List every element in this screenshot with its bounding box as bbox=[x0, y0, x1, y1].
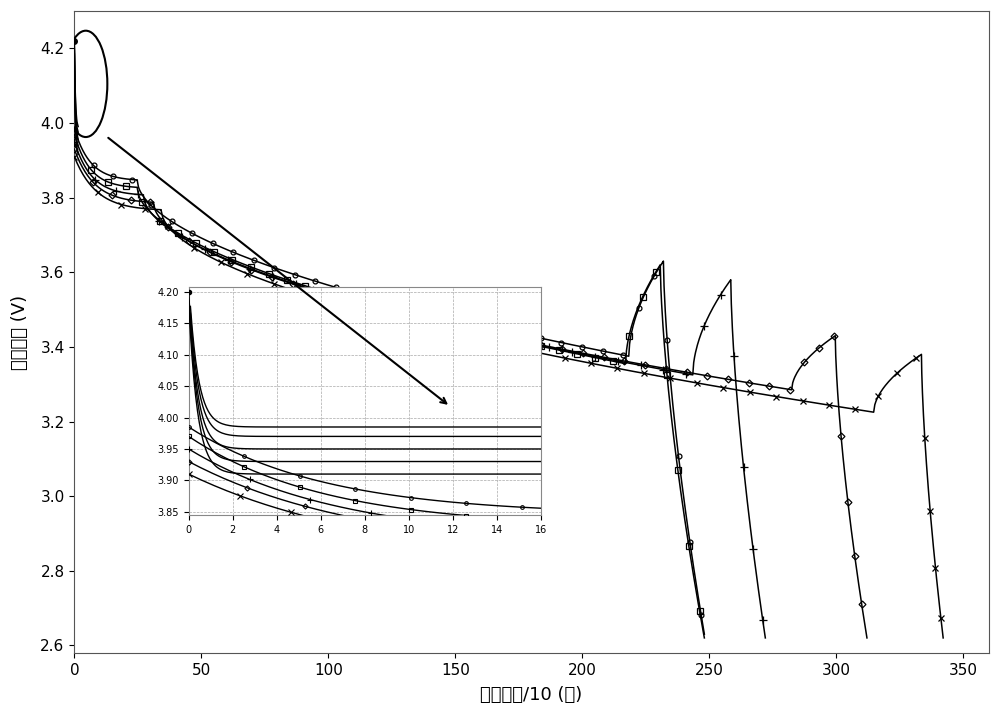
Y-axis label: 测量电压 (V): 测量电压 (V) bbox=[11, 295, 29, 370]
X-axis label: 测量时间/10 (秒): 测量时间/10 (秒) bbox=[480, 686, 583, 704]
